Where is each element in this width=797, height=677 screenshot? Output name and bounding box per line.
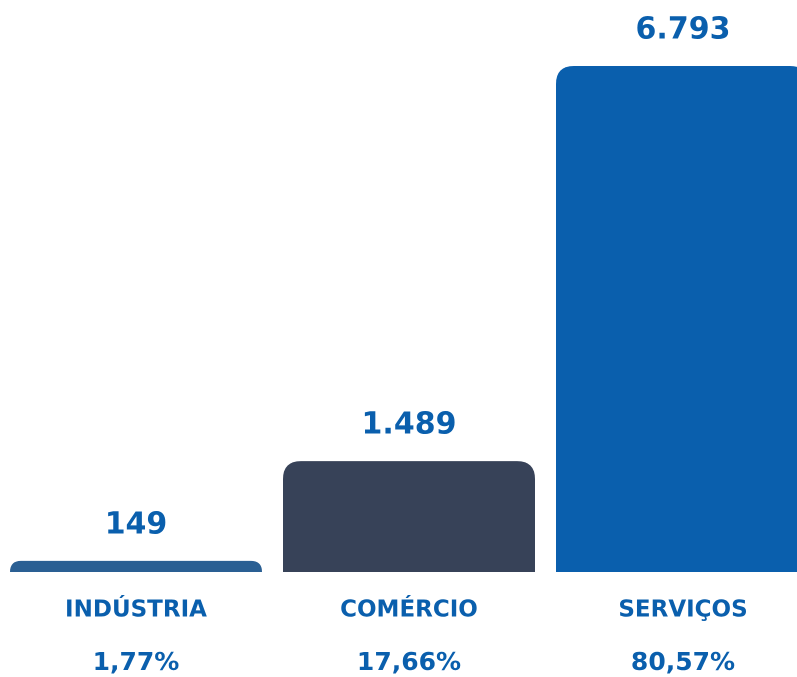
category-label: SERVIÇOS bbox=[618, 597, 747, 623]
bar bbox=[10, 560, 262, 572]
bar bbox=[283, 461, 535, 572]
share-label: 80,57% bbox=[631, 647, 735, 676]
value-label: 6.793 bbox=[636, 12, 731, 47]
share-label: 17,66% bbox=[357, 647, 461, 676]
category-label: INDÚSTRIA bbox=[65, 595, 207, 623]
bar bbox=[556, 66, 797, 572]
category-label: COMÉRCIO bbox=[340, 595, 478, 623]
value-label: 1.489 bbox=[362, 407, 457, 442]
share-label: 1,77% bbox=[93, 647, 180, 676]
value-label: 149 bbox=[105, 506, 168, 541]
